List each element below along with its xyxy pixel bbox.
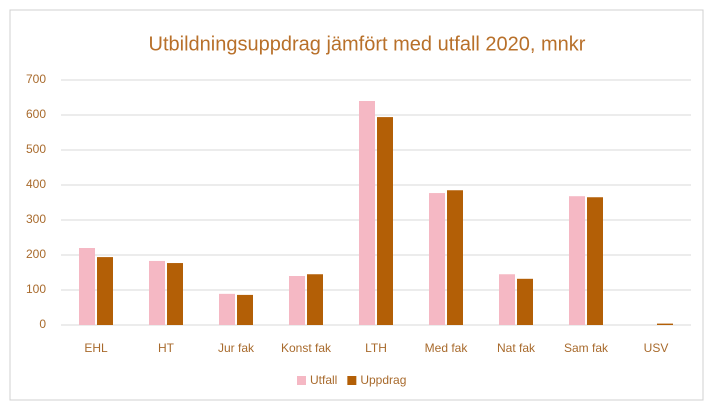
bar [149, 260, 165, 325]
x-tick-label: USV [644, 341, 669, 355]
y-tick-label: 600 [26, 107, 46, 121]
y-tick-label: 200 [26, 247, 46, 261]
bar [219, 293, 235, 325]
legend-swatch [347, 376, 357, 385]
x-tick-label: Nat fak [497, 341, 536, 355]
bar [447, 190, 463, 325]
y-tick-label: 100 [26, 282, 46, 296]
x-tick-label: LTH [365, 341, 387, 355]
x-tick-label: Jur fak [218, 341, 255, 355]
bar [517, 278, 533, 325]
bar [237, 294, 253, 325]
chart-title: Utbildningsuppdrag jämfört med utfall 20… [149, 33, 586, 55]
legend-swatch [297, 376, 306, 385]
y-tick-label: 400 [26, 177, 46, 191]
x-tick-label: HT [158, 341, 175, 355]
bar [359, 101, 375, 325]
bar [569, 196, 585, 325]
y-tick-label: 300 [26, 212, 46, 226]
y-tick-label: 700 [26, 72, 46, 86]
x-tick-label: Konst fak [281, 341, 332, 355]
x-tick-label: Med fak [425, 341, 469, 355]
bar [289, 276, 305, 325]
bar [377, 117, 393, 325]
x-tick-label: EHL [84, 341, 108, 355]
bar [429, 193, 445, 325]
bar [657, 323, 673, 325]
bar [587, 197, 603, 325]
bar [167, 263, 183, 325]
bar [307, 274, 323, 325]
x-tick-label: Sam fak [564, 341, 609, 355]
bar [97, 257, 113, 325]
legend-label: Utfall [310, 373, 337, 387]
y-tick-label: 0 [39, 317, 46, 331]
y-tick-label: 500 [26, 142, 46, 156]
bar [79, 248, 95, 325]
bar [499, 274, 515, 325]
legend-label: Uppdrag [360, 373, 406, 387]
